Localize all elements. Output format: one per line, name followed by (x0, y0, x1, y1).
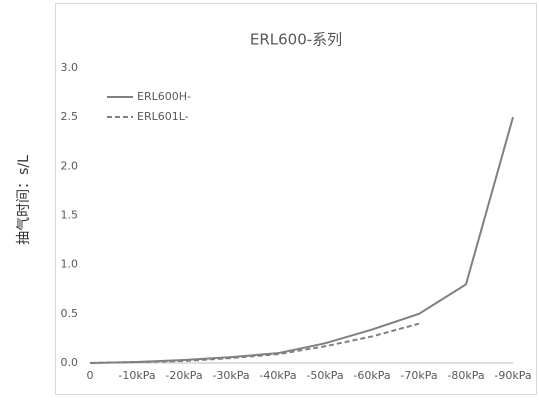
y-tick-label: 2.0 (61, 159, 79, 172)
series-line (89, 116, 514, 364)
y-axis-label: 抽气时间：s/L (16, 155, 32, 245)
legend-label: ERL600H- (137, 90, 191, 103)
x-tick-label: -80kPa (447, 369, 484, 382)
chart-title: ERL600-系列 (250, 31, 342, 49)
x-tick-label: -70kPa (400, 369, 437, 382)
x-tick-label: -50kPa (306, 369, 343, 382)
x-tick-label: -90kPa (494, 369, 531, 382)
x-tick-label: -60kPa (353, 369, 390, 382)
x-tick-label: -20kPa (165, 369, 202, 382)
chart-frame (55, 3, 537, 395)
y-tick-label: 0.5 (61, 307, 79, 320)
y-tick-label: 2.5 (61, 110, 79, 123)
x-tick-label: -10kPa (118, 369, 155, 382)
series-line (89, 322, 420, 364)
x-tick-label: 0 (87, 369, 94, 382)
y-tick-label: 0.0 (61, 356, 79, 369)
y-tick-label: 1.0 (61, 258, 79, 271)
x-tick-label: -40kPa (259, 369, 296, 382)
y-tick-label: 1.5 (61, 209, 79, 222)
legend-label: ERL601L- (137, 110, 189, 123)
y-tick-label: 3.0 (61, 61, 79, 74)
x-tick-label: -30kPa (212, 369, 249, 382)
